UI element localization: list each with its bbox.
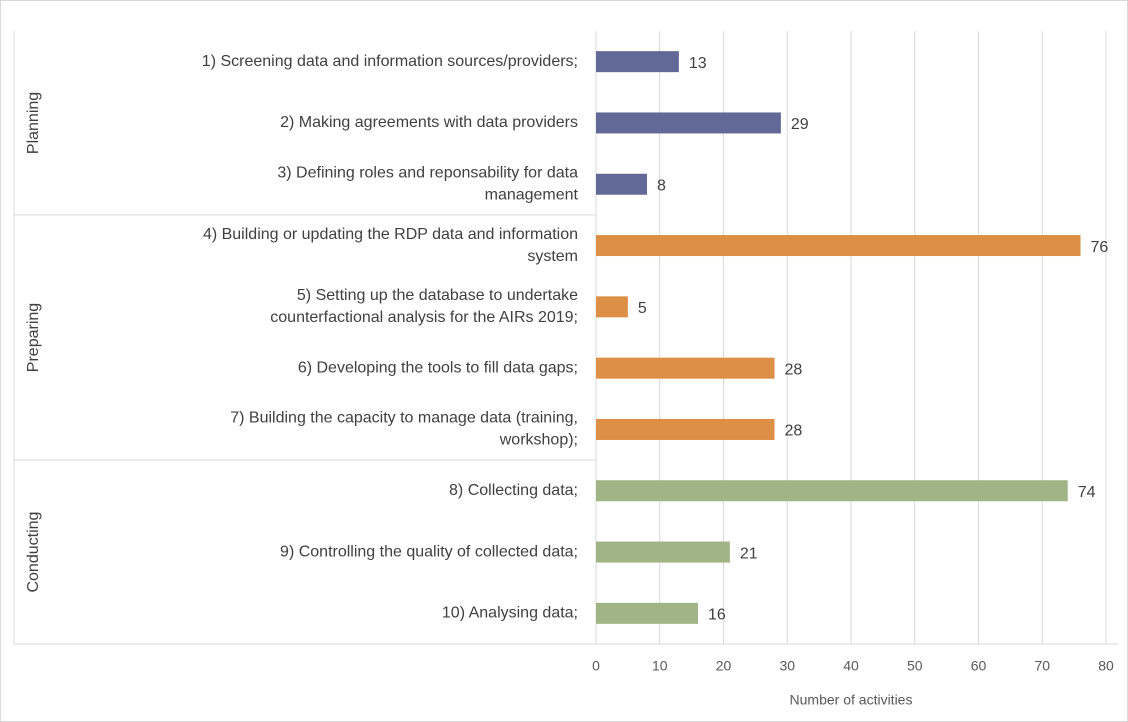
group-label: Conducting [25, 512, 42, 593]
category-label: management [485, 186, 579, 203]
bar [596, 418, 775, 440]
x-tick-label: 30 [779, 658, 795, 674]
category-label: 3) Defining roles and reponsability for … [277, 164, 578, 181]
x-tick-label: 50 [907, 658, 923, 674]
x-tick-label: 80 [1098, 658, 1114, 674]
category-label: workshop); [499, 432, 578, 449]
category-label: 2) Making agreements with data providers [280, 114, 578, 131]
value-label: 13 [689, 55, 707, 72]
category-label: 5) Setting up the database to undertake [297, 287, 578, 304]
category-label: 9) Controlling the quality of collected … [280, 543, 578, 560]
x-tick-label: 70 [1034, 658, 1050, 674]
category-label: 10) Analysing data; [442, 605, 578, 622]
x-tick-label: 10 [652, 658, 668, 674]
x-tick-label: 20 [716, 658, 732, 674]
bar [596, 235, 1081, 257]
value-label: 28 [785, 423, 803, 440]
category-label: 7) Building the capacity to manage data … [230, 410, 578, 427]
category-label: system [527, 248, 578, 265]
group-label: Planning [25, 92, 42, 154]
category-label: counterfactional analysis for the AIRs 2… [270, 309, 578, 326]
x-tick-label: 0 [592, 658, 600, 674]
bar [596, 541, 730, 563]
bar [596, 173, 647, 195]
value-label: 16 [708, 607, 726, 624]
value-label: 28 [785, 361, 803, 378]
bar [596, 296, 628, 318]
bar [596, 480, 1068, 502]
value-label: 21 [740, 545, 758, 562]
value-label: 8 [657, 177, 666, 194]
group-label: Preparing [25, 303, 42, 372]
category-label: 8) Collecting data; [449, 482, 578, 499]
category-label: 1) Screening data and information source… [202, 53, 578, 70]
value-label: 76 [1091, 239, 1109, 256]
category-label: 6) Developing the tools to fill data gap… [298, 359, 578, 376]
value-label: 5 [638, 300, 647, 317]
x-tick-label: 40 [843, 658, 859, 674]
value-label: 29 [791, 116, 809, 133]
bar [596, 51, 679, 73]
bar [596, 602, 698, 624]
value-label: 74 [1078, 484, 1096, 501]
x-tick-label: 60 [971, 658, 987, 674]
bar [596, 357, 775, 379]
x-axis-label: Number of activities [790, 692, 913, 708]
category-label: 4) Building or updating the RDP data and… [203, 226, 578, 243]
bar [596, 112, 781, 134]
